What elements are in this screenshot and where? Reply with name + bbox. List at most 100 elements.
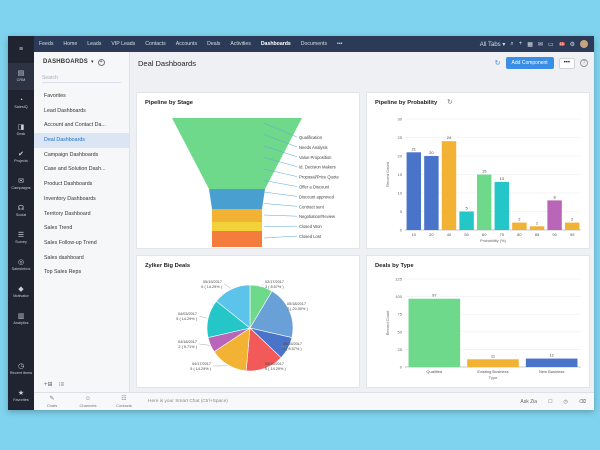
sidebar-item-2[interactable]: Account and Contact Da...: [44, 122, 106, 129]
add-icon[interactable]: +: [518, 41, 523, 47]
avatar[interactable]: [580, 40, 588, 48]
pie-slice-count-value: 5: [176, 317, 178, 321]
rail-item-4[interactable]: ✔ Projects: [8, 144, 34, 171]
nav-tab-9[interactable]: Documents: [300, 41, 328, 47]
more-options-button[interactable]: •••: [558, 57, 575, 69]
collapse-icon[interactable]: ⁝≡: [58, 381, 64, 388]
bottom-tool-label: Contacts: [116, 402, 132, 408]
settings-icon[interactable]: ⚙: [569, 41, 575, 48]
sidebar-item-5[interactable]: Case and Solution Dash...: [44, 166, 106, 173]
pie-slice[interactable]: [249, 290, 294, 338]
sidebar-item-10[interactable]: Sales Follow-up Trend: [44, 239, 97, 246]
trash-icon[interactable]: ⌫: [578, 398, 586, 405]
rail-bottom-item-0[interactable]: ◷ Recent Items: [8, 356, 34, 383]
bar[interactable]: [476, 174, 492, 231]
notification-badge[interactable]: 18: [558, 42, 565, 46]
bar[interactable]: [467, 359, 519, 367]
sidebar-item-7[interactable]: Inventory Dashboards: [44, 195, 96, 202]
nav-tab-8[interactable]: Dashboards: [260, 41, 291, 47]
calendar-icon[interactable]: ▦: [527, 41, 533, 48]
all-tabs-button[interactable]: All Tabs ▾: [479, 41, 506, 48]
nav-tab-10[interactable]: •••: [337, 41, 343, 47]
add-dashboard-icon[interactable]: +: [97, 58, 105, 66]
bar[interactable]: [547, 200, 562, 230]
bar[interactable]: [494, 181, 510, 230]
nav-tab-0[interactable]: Feeds: [39, 41, 54, 47]
rail-icon: ✉: [18, 178, 24, 185]
app-window: ≡ ▤ CRM ◔ SalesIQ ◨ Desk ✔ Projects ✉ Campaigns ☊ So…: [8, 36, 594, 410]
pie-slice-date: 04/17/2017: [192, 362, 211, 366]
nav-tab-2[interactable]: Leads: [87, 41, 102, 47]
rail-item-8[interactable]: ◎ SalesInbox: [8, 252, 34, 279]
rail-item-2[interactable]: ◔ SalesIQ: [8, 90, 34, 117]
bar[interactable]: [441, 141, 457, 230]
notes-icon[interactable]: ☐: [548, 398, 553, 405]
rail-item-10[interactable]: ▥ Analytics: [8, 306, 34, 333]
sidebar-item-3[interactable]: Deal Dashboards: [34, 133, 129, 148]
add-component-button[interactable]: Add Component: [505, 57, 554, 69]
bar[interactable]: [564, 222, 580, 230]
bar-value-label: 12: [549, 353, 554, 358]
bar[interactable]: [406, 152, 422, 230]
sidebar-item-8[interactable]: Territory Dashboard: [44, 210, 91, 217]
nav-tab-5[interactable]: Accounts: [175, 41, 198, 47]
rail-item-9[interactable]: ◆ Motivator: [8, 279, 34, 306]
rail-label: Desk: [16, 132, 26, 136]
sidebar-item-1[interactable]: Lead Dashboards: [44, 107, 86, 114]
nav-tab-7[interactable]: Activities: [230, 41, 251, 47]
pie-leader-line: [223, 283, 232, 289]
rail-item-0[interactable]: ≡: [8, 36, 34, 63]
funnel-connector: [263, 191, 298, 197]
chat-icon[interactable]: ▭: [547, 41, 554, 48]
add-folder-icon[interactable]: +⊞: [44, 381, 53, 388]
bar[interactable]: [525, 358, 578, 367]
nav-tab-6[interactable]: Deals: [207, 41, 221, 47]
nav-tab-1[interactable]: Home: [63, 41, 78, 47]
sidebar-item-11[interactable]: Sales dashboard: [44, 254, 84, 261]
help-icon[interactable]: ?: [580, 59, 588, 67]
bar[interactable]: [529, 226, 545, 230]
rail-item-7[interactable]: ☰ Survey: [8, 225, 34, 252]
funnel-segment[interactable]: [212, 222, 262, 231]
sidebar-item-12[interactable]: Top Sales Reps: [44, 269, 82, 276]
mail-icon[interactable]: ✉: [537, 41, 543, 48]
rail-label: SalesInbox: [11, 267, 31, 271]
dashboard-sidebar: DASHBOARDS ▾ + Search Favorites Lead Dash…: [34, 52, 130, 392]
pie-leader-line: [261, 283, 264, 286]
rail-bottom-item-1[interactable]: ★ Favorites: [8, 383, 34, 410]
pie-slice-label: 02/17/2017 3 ( 8.57% ): [265, 280, 284, 289]
search-icon[interactable]: ⌕: [510, 40, 514, 47]
rail-item-3[interactable]: ◨ Desk: [8, 117, 34, 144]
funnel-stage-label: Contract sent: [299, 204, 325, 209]
sidebar-item-9[interactable]: Sales Trend: [44, 225, 73, 232]
funnel-segment[interactable]: [212, 209, 262, 222]
reminder-icon[interactable]: ◷: [563, 398, 568, 405]
bar[interactable]: [424, 156, 439, 230]
ask-zia-button[interactable]: Ask Zia: [520, 398, 538, 405]
funnel-connector: [263, 134, 298, 148]
rail-item-5[interactable]: ✉ Campaigns: [8, 171, 34, 198]
bottom-tool-0[interactable]: ✎ Chats: [34, 396, 70, 408]
funnel-stage-label: Negotiation/Review: [299, 214, 336, 219]
funnel-segment[interactable]: [209, 189, 265, 209]
bar[interactable]: [408, 298, 461, 367]
sidebar-item-6[interactable]: Product Dashboards: [44, 181, 93, 188]
funnel-segment[interactable]: [212, 231, 262, 247]
sidebar-search-input[interactable]: Search: [42, 73, 121, 83]
rail-item-6[interactable]: ☊ Social: [8, 198, 34, 225]
funnel-segment[interactable]: [172, 118, 302, 189]
pie-slice[interactable]: [215, 284, 251, 329]
sidebar-item-0[interactable]: Favorites: [44, 93, 66, 99]
bottom-tool-2[interactable]: ☷ Contacts: [106, 396, 142, 408]
chevron-down-icon[interactable]: ▾: [91, 59, 94, 65]
rail-item-1[interactable]: ▤ CRM: [8, 63, 34, 90]
chart-refresh-icon[interactable]: ↻: [447, 99, 453, 106]
bottom-tool-1[interactable]: ☺ Channels: [70, 396, 106, 408]
nav-tab-4[interactable]: Contacts: [145, 41, 166, 47]
bar[interactable]: [459, 211, 474, 231]
smart-chat-input[interactable]: Here is your Smart Chat (Ctrl+Space): [148, 399, 228, 404]
nav-tab-3[interactable]: VIP Leads: [111, 41, 136, 47]
sidebar-item-4[interactable]: Campaign Dashboards: [44, 151, 99, 158]
refresh-icon[interactable]: ↻: [494, 60, 501, 67]
bar[interactable]: [512, 222, 527, 230]
